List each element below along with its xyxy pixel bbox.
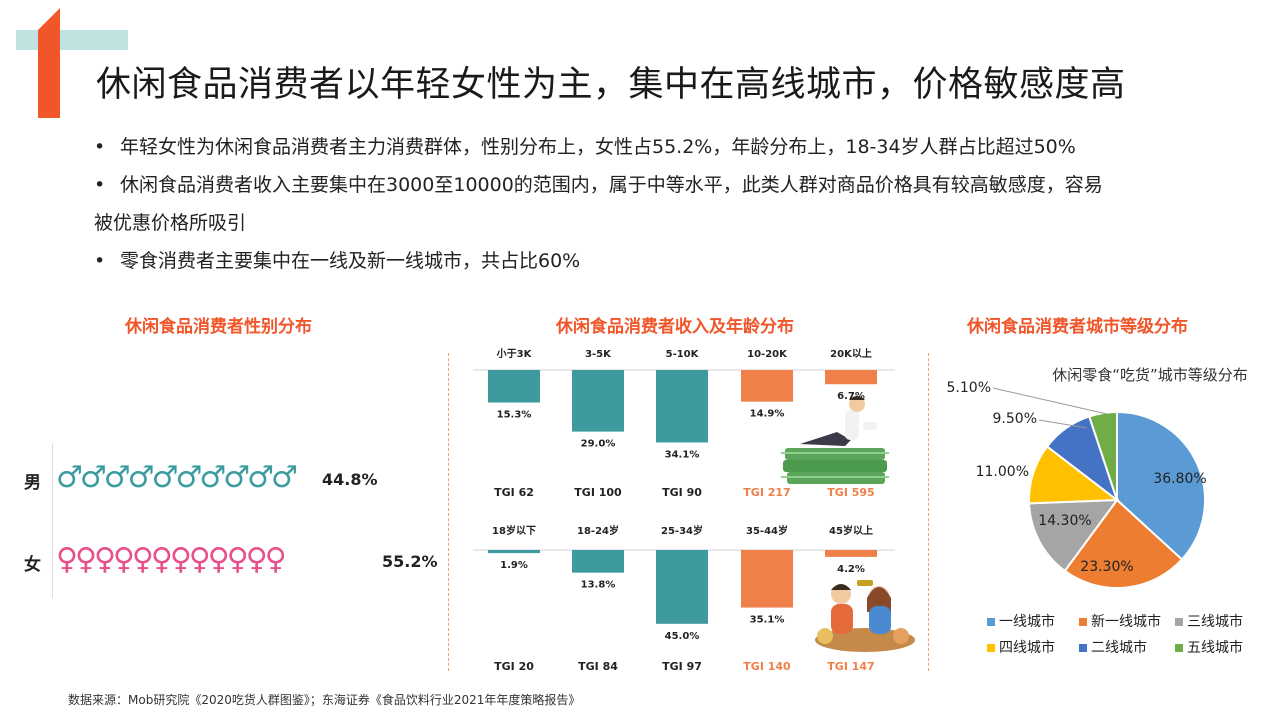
- money-stack-illustration: [781, 396, 889, 484]
- income-category-label: 小于3K: [496, 347, 533, 360]
- income-bar: [656, 370, 708, 443]
- section-divider-left: [448, 353, 449, 671]
- female-symbols: ♀♀♀♀♀♀♀♀♀♀♀♀: [56, 542, 287, 577]
- income-age-chart: 小于3K 15.3% TGI 62 3-5K 29.0% TGI 100 5-10K 34.1…: [473, 347, 915, 673]
- title-decoration-teal: [16, 30, 128, 50]
- age-value-label: 35.1%: [750, 615, 785, 626]
- income-value-label: 29.0%: [581, 439, 616, 450]
- legend-label: 三线城市: [1187, 613, 1243, 630]
- legend-swatch: [1079, 618, 1087, 626]
- income-value-label: 6.7%: [837, 391, 865, 402]
- legend-swatch: [1175, 644, 1183, 652]
- legend-label: 二线城市: [1091, 639, 1147, 656]
- age-value-label: 1.9%: [500, 560, 528, 571]
- pie-value-label: 11.00%: [976, 464, 1029, 480]
- age-tgi-label: TGI 140: [743, 660, 791, 673]
- income-bar: [825, 370, 877, 385]
- age-bar: [572, 550, 624, 573]
- title-decoration-bar: [38, 8, 60, 118]
- city-section-title: 休闲食品消费者城市等级分布: [967, 317, 1188, 337]
- legend-swatch: [1079, 644, 1087, 652]
- age-bar: [656, 550, 708, 624]
- age-value-label: 4.2%: [837, 564, 865, 575]
- age-category-label: 45岁以上: [829, 524, 873, 537]
- pie-slice: [1063, 498, 1184, 589]
- age-category-label: 18岁以下: [492, 524, 536, 537]
- female-label: 女: [24, 555, 41, 575]
- income-tgi-label: TGI 100: [574, 486, 622, 499]
- age-bar: [741, 550, 793, 608]
- income-category-label: 10-20K: [747, 349, 788, 360]
- income-tgi-label: TGI 90: [662, 486, 702, 499]
- male-symbols: ♂♂♂♂♂♂♂♂♂♂: [56, 460, 298, 495]
- legend-label: 四线城市: [999, 639, 1055, 656]
- income-tgi-label: TGI 62: [494, 486, 534, 499]
- legend-label: 新一线城市: [1091, 613, 1161, 630]
- bullet-item: • 休闲食品消费者收入主要集中在3000至10000的范围内，属于中等水平，此类人…: [94, 166, 1224, 204]
- income-value-label: 15.3%: [497, 410, 532, 421]
- age-tgi-label: TGI 97: [662, 660, 702, 673]
- income-value-label: 34.1%: [665, 449, 700, 460]
- male-label: 男: [24, 473, 41, 493]
- pie-title: 休闲零食“吃货”城市等级分布: [1052, 366, 1248, 384]
- income-tgi-label: TGI 217: [743, 486, 790, 499]
- pie-slice: [1116, 410, 1206, 561]
- bullet-text: 年轻女性为休闲食品消费者主力消费群体，性别分布上，女性占55.2%，年龄分布上，…: [120, 136, 1076, 158]
- legend-swatch: [987, 644, 995, 652]
- age-category-label: 25-34岁: [661, 524, 703, 537]
- bullet-item: • 零食消费者主要集中在一线及新一线城市，共占比60%: [94, 242, 1224, 280]
- bullet-item-continuation: 被优惠价格所吸引: [94, 204, 1224, 242]
- pie-value-label: 5.10%: [947, 380, 991, 396]
- age-tgi-label: TGI 84: [578, 660, 618, 673]
- city-pie-chart: 休闲零食“吃货”城市等级分布 36.80% 23.30% 14.30% 11.00% 9…: [947, 366, 1248, 656]
- income-category-label: 20K以上: [830, 347, 872, 360]
- income-category-label: 5-10K: [666, 349, 700, 360]
- income-tgi-label: TGI 595: [827, 486, 874, 499]
- bullet-dot: •: [94, 136, 106, 158]
- legend-label: 一线城市: [999, 613, 1055, 630]
- gender-section-title: 休闲食品消费者性别分布: [125, 317, 312, 337]
- age-bar: [825, 550, 877, 557]
- pie-leader-line: [992, 387, 1108, 415]
- couple-eating-illustration: [815, 580, 915, 652]
- income-category-label: 3-5K: [585, 349, 612, 360]
- bullet-item: • 年轻女性为休闲食品消费者主力消费群体，性别分布上，女性占55.2%，年龄分布上…: [94, 128, 1224, 166]
- section-divider-right: [928, 353, 929, 671]
- pie-value-label: 36.80%: [1153, 471, 1206, 487]
- age-category-label: 18-24岁: [577, 524, 619, 537]
- title-decoration-notch: [38, 8, 60, 30]
- pie-value-label: 14.30%: [1038, 513, 1091, 529]
- bullet-list: • 年轻女性为休闲食品消费者主力消费群体，性别分布上，女性占55.2%，年龄分布上…: [94, 128, 1224, 280]
- age-category-label: 35-44岁: [746, 524, 788, 537]
- age-bar: [488, 550, 540, 554]
- age-tgi-label: TGI 147: [827, 660, 874, 673]
- age-value-label: 13.8%: [581, 580, 616, 591]
- page-title: 休闲食品消费者以年轻女性为主，集中在高线城市，价格敏感度高: [96, 65, 1126, 105]
- pie-value-label: 9.50%: [993, 411, 1037, 427]
- age-tgi-label: TGI 20: [494, 660, 534, 673]
- data-source: 数据来源：Mob研究院《2020吃货人群图鉴》；东海证券《食品饮料行业2021年…: [68, 693, 581, 707]
- bullet-dot: •: [94, 174, 106, 196]
- bullet-text: 被优惠价格所吸引: [94, 212, 247, 234]
- income-age-section-title: 休闲食品消费者收入及年龄分布: [556, 317, 794, 337]
- income-bar: [572, 370, 624, 432]
- legend-swatch: [987, 618, 995, 626]
- income-bar: [488, 370, 540, 403]
- age-value-label: 45.0%: [665, 631, 700, 642]
- male-value: 44.8%: [322, 470, 378, 489]
- bullet-text: 休闲食品消费者收入主要集中在3000至10000的范围内，属于中等水平，此类人群…: [120, 174, 1103, 196]
- legend-label: 五线城市: [1187, 639, 1243, 656]
- income-bar: [741, 370, 793, 402]
- income-value-label: 14.9%: [750, 409, 785, 420]
- pie-slice: [1028, 498, 1120, 573]
- pie-value-label: 23.30%: [1080, 559, 1133, 575]
- pie-leader-line: [1038, 419, 1088, 429]
- bullet-dot: •: [94, 250, 106, 272]
- legend-swatch: [1175, 618, 1183, 626]
- gender-panel: [52, 443, 428, 598]
- female-value: 55.2%: [382, 552, 438, 571]
- bullet-text: 零食消费者主要集中在一线及新一线城市，共占比60%: [120, 250, 581, 272]
